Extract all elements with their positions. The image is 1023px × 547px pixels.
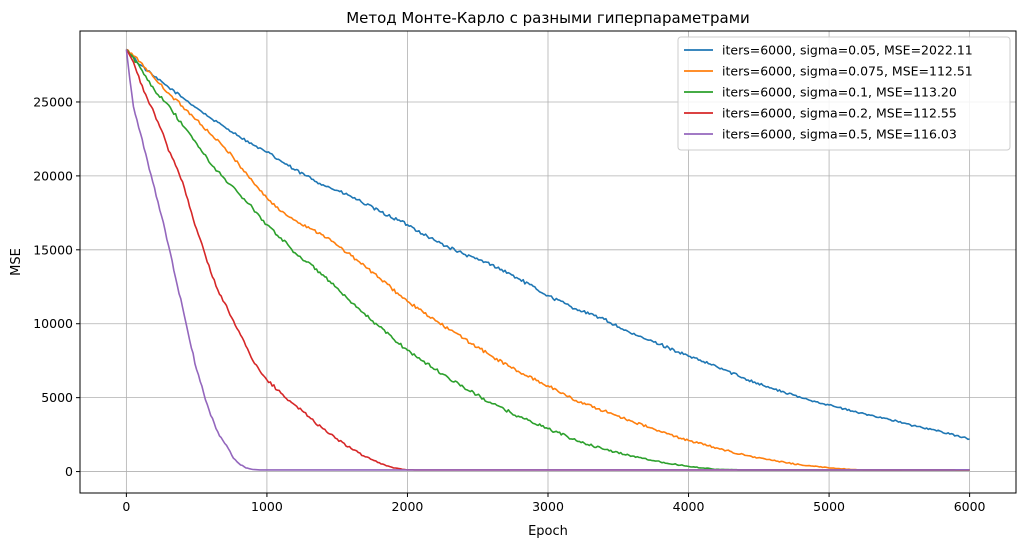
x-tick-label: 5000: [813, 499, 845, 514]
legend-box: [677, 36, 1011, 151]
x-tick-label: 3000: [532, 499, 564, 514]
y-axis-label: MSE: [9, 248, 24, 276]
x-axis-label: Epoch: [528, 524, 568, 539]
y-tick-label: 10000: [33, 316, 73, 331]
series-line-2: [126, 48, 970, 471]
series-layer: [125, 48, 970, 471]
y-tick-label: 20000: [33, 168, 73, 183]
x-tick-label: 4000: [673, 499, 705, 514]
x-tick-label: 0: [122, 499, 130, 514]
series-line-1: [126, 48, 970, 441]
x-tick-label: 2000: [392, 499, 424, 514]
chart-title: Метод Монте-Карло с разными гиперпарамет…: [346, 9, 750, 27]
y-tick-label: 0: [65, 464, 73, 479]
y-axis-ticks: 0 5000 10000 15000 20000 25000: [33, 94, 80, 479]
y-tick-label: 25000: [33, 94, 73, 109]
legend-entry: iters=6000, sigma=0.2, MSE=112.55: [722, 106, 957, 121]
x-axis-ticks: 0 1000 2000 3000 4000 5000 6000: [122, 493, 986, 514]
legend: iters=6000, sigma=0.05, MSE=2022.11 iters…: [677, 36, 1011, 151]
legend-entry: iters=6000, sigma=0.1, MSE=113.20: [722, 85, 957, 100]
series-line-5: [125, 49, 970, 471]
legend-entry: iters=6000, sigma=0.075, MSE=112.51: [722, 64, 973, 79]
x-tick-label: 1000: [251, 499, 283, 514]
y-tick-label: 5000: [41, 390, 73, 405]
legend-entry: iters=6000, sigma=0.05, MSE=2022.11: [722, 43, 973, 58]
legend-entry: iters=6000, sigma=0.5, MSE=116.03: [722, 127, 957, 142]
y-tick-label: 15000: [33, 242, 73, 257]
x-tick-label: 6000: [954, 499, 986, 514]
